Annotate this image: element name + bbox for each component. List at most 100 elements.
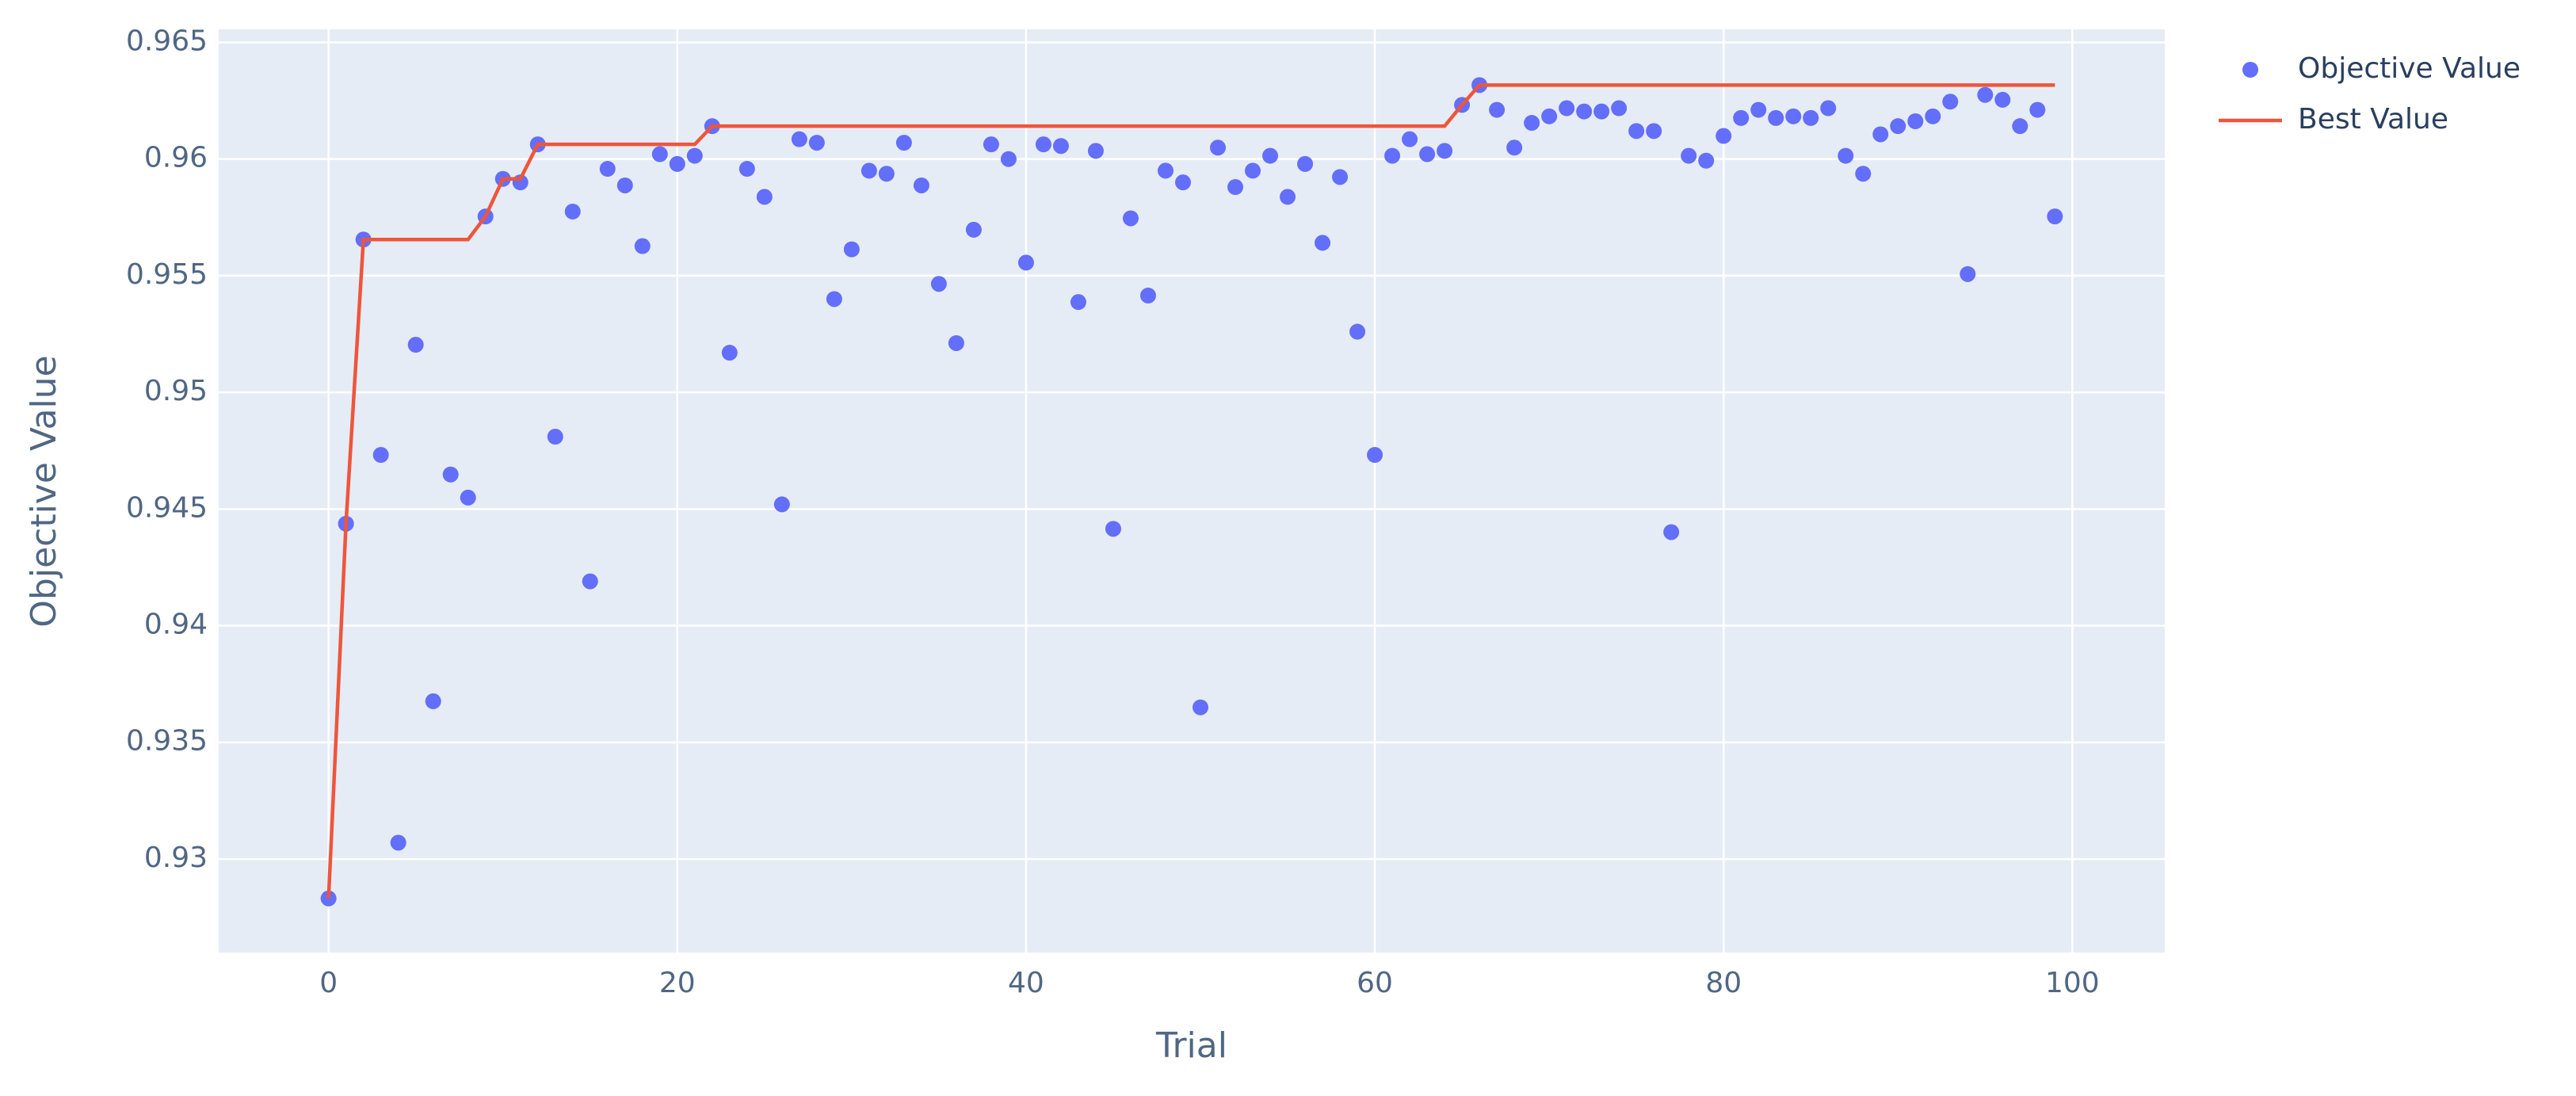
data-point [407, 337, 424, 353]
data-point [1785, 108, 1802, 124]
data-point [1628, 123, 1645, 139]
data-point [756, 189, 773, 205]
data-point [1942, 94, 1959, 110]
data-point [895, 135, 912, 151]
data-point [1227, 179, 1244, 196]
data-point [425, 693, 441, 709]
data-point [1139, 287, 1156, 304]
data-point [564, 203, 581, 220]
data-point [1437, 143, 1453, 159]
data-point [791, 131, 807, 147]
x-axis-title: Trial [1155, 1025, 1227, 1066]
data-point [1087, 143, 1104, 159]
x-tick-label: 0 [319, 967, 338, 999]
data-point [983, 136, 999, 153]
data-point [1698, 152, 1715, 169]
data-point [1907, 113, 1924, 129]
data-point [1402, 131, 1418, 147]
data-point [965, 221, 982, 238]
data-point [1035, 136, 1051, 153]
data-point [1925, 108, 1941, 124]
data-point [913, 177, 929, 193]
data-point [2012, 118, 2028, 135]
data-point [1838, 147, 1854, 164]
data-point [582, 573, 598, 590]
data-point [878, 166, 895, 182]
data-point [1419, 146, 1436, 162]
data-point [2047, 208, 2063, 225]
data-point [1593, 103, 1610, 120]
data-point [861, 162, 877, 179]
data-point [1052, 138, 1069, 155]
data-point [773, 496, 790, 513]
data-point [1506, 139, 1523, 156]
data-point [669, 155, 685, 172]
y-tick-label: 0.945 [126, 491, 208, 524]
data-point [1803, 109, 1819, 126]
data-point [1017, 254, 1034, 271]
data-point [1960, 265, 1976, 282]
data-point [372, 447, 389, 464]
data-point [1855, 166, 1872, 182]
legend-label: Best Value [2298, 103, 2448, 136]
data-point [1663, 524, 1680, 540]
legend-marker [2242, 62, 2258, 78]
data-point [1262, 147, 1279, 164]
data-point [1576, 103, 1593, 120]
data-point [1820, 100, 1837, 116]
data-point [1384, 147, 1401, 164]
x-tick-label: 20 [659, 967, 696, 999]
data-point [442, 466, 459, 483]
data-point [1559, 100, 1575, 116]
data-point [1174, 174, 1191, 191]
data-point [651, 146, 668, 162]
data-point [2029, 101, 2046, 118]
data-point [1367, 447, 1383, 464]
legend-label: Objective Value [2298, 52, 2521, 85]
data-point [1332, 169, 1349, 185]
x-tick-label: 60 [1357, 967, 1393, 999]
data-point [948, 334, 964, 351]
data-point [1524, 115, 1540, 132]
data-point [1611, 100, 1628, 116]
data-point [634, 238, 651, 254]
y-tick-label: 0.96 [144, 142, 208, 174]
data-point [1070, 294, 1086, 311]
data-point [1750, 101, 1767, 118]
y-tick-label: 0.955 [126, 258, 208, 291]
data-point [1105, 521, 1121, 537]
y-tick-label: 0.965 [126, 25, 208, 57]
data-point [738, 161, 755, 178]
data-point [1541, 108, 1558, 124]
data-point [1733, 109, 1750, 126]
data-point [1768, 109, 1784, 126]
data-point [1193, 699, 1209, 716]
y-tick-label: 0.935 [126, 725, 208, 758]
y-tick-label: 0.95 [144, 375, 208, 407]
data-point [1890, 118, 1906, 135]
data-point [1315, 235, 1331, 251]
data-point [843, 241, 860, 258]
data-point [930, 276, 947, 292]
data-point [599, 161, 616, 178]
data-point [1245, 162, 1261, 179]
y-axis-title: Objective Value [24, 355, 64, 627]
plot-background [219, 29, 2165, 953]
data-point [390, 834, 406, 851]
data-point [1349, 323, 1366, 340]
x-tick-label: 100 [2045, 967, 2100, 999]
data-point [1297, 155, 1314, 172]
data-point [808, 135, 825, 151]
data-point [1977, 86, 1994, 103]
data-point [1646, 123, 1662, 139]
data-point [1122, 210, 1139, 227]
data-point [1681, 147, 1697, 164]
data-point [1715, 128, 1732, 144]
data-point [1157, 162, 1174, 179]
x-tick-label: 40 [1008, 967, 1044, 999]
data-point [616, 177, 633, 193]
data-point [1489, 101, 1506, 118]
data-point [547, 429, 563, 445]
